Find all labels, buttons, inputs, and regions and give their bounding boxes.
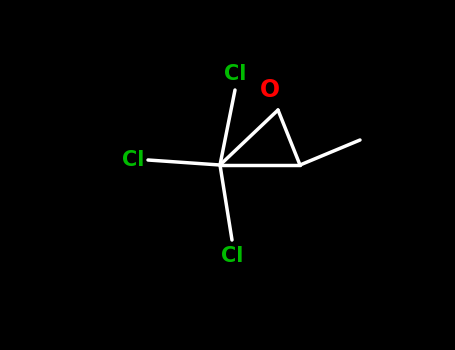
Text: Cl: Cl (221, 246, 243, 266)
Text: O: O (260, 78, 280, 102)
Text: Cl: Cl (224, 64, 246, 84)
Text: Cl: Cl (121, 150, 144, 170)
